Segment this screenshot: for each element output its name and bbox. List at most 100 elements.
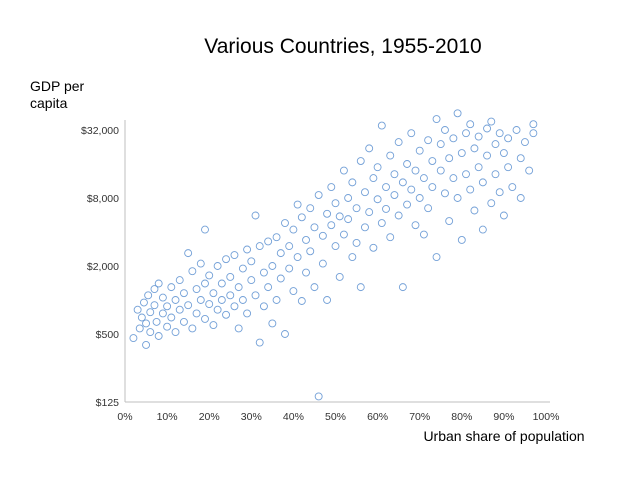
data-point [272,296,281,304]
data-point [398,178,407,187]
data-point [179,289,188,298]
data-point [483,151,492,160]
data-point [394,211,403,220]
data-point [314,392,323,401]
data-point [377,219,386,228]
data-point [529,120,538,129]
data-point [382,183,390,192]
data-point [428,157,437,165]
data-point [255,338,264,347]
data-point [217,279,226,288]
data-point [504,163,513,172]
data-point [196,296,205,304]
data-point [133,305,142,314]
data-point [144,291,153,300]
data-point [150,301,159,310]
data-point [171,328,180,337]
data-point [323,209,332,218]
data-point [285,242,294,251]
x-tick-label: 0% [117,411,132,423]
data-point [234,283,243,292]
data-point [512,126,521,134]
data-point [466,185,475,194]
data-point [243,309,252,318]
data-point [327,221,336,230]
data-point [407,185,416,194]
data-point [449,134,458,143]
data-point [495,129,504,138]
y-tick-labels: $125 $500 $2,000 $8,000 $32,000 [81,125,119,409]
data-point [201,225,209,234]
data-point [407,129,416,138]
data-point [175,305,184,314]
data-point [247,257,256,266]
data-point [259,302,268,311]
data-point [470,206,479,215]
data-point [230,302,239,311]
data-point [474,132,483,141]
data-point [487,117,496,126]
data-point [238,296,247,304]
data-point [184,301,193,310]
data-point [276,249,285,258]
data-point [386,233,395,242]
data-point [255,242,264,251]
data-point [192,285,201,294]
data-point [365,144,374,153]
data-point [478,225,487,234]
y-tick-label: $125 [96,397,120,409]
data-point [318,231,327,240]
data-point [403,160,412,168]
y-tick-label: $2,000 [87,261,119,273]
data-point [150,285,159,294]
data-point [152,317,161,326]
data-point [390,191,399,199]
data-point [377,121,386,130]
data-point [445,217,454,226]
data-point [226,272,235,281]
data-point [238,264,247,273]
data-point [297,213,306,222]
data-point [449,174,458,183]
data-point [281,330,289,338]
data-point [462,129,470,138]
data-point [445,154,454,163]
x-tick-label: 100% [533,411,560,423]
data-point [394,138,403,147]
data-point [344,215,353,224]
data-point [331,199,340,208]
x-tick-label: 30% [241,411,262,423]
data-point [483,124,492,133]
data-point [310,223,319,232]
x-tick-label: 80% [451,411,472,423]
data-point [323,296,332,304]
data-point [495,188,504,197]
data-point [508,183,517,192]
data-point [222,310,230,319]
data-point [306,247,315,256]
data-point [344,194,353,202]
x-tick-label: 50% [325,411,346,423]
data-point [213,262,222,270]
data-point [285,264,294,273]
data-point [327,183,336,192]
data-point [163,302,172,311]
data-point [230,251,239,260]
data-point [436,140,445,149]
data-point [504,134,513,143]
data-point [369,174,378,183]
data-point [339,230,348,239]
data-point [289,287,298,296]
data-point [234,324,243,333]
data-point [521,138,529,147]
data-point [356,157,365,165]
data-point [369,243,378,252]
data-point [297,297,306,305]
x-tick-label: 70% [409,411,430,423]
data-point [529,129,538,138]
data-point [415,194,424,202]
data-point [361,223,369,232]
y-axis-label-line-1: GDP per [30,78,85,94]
